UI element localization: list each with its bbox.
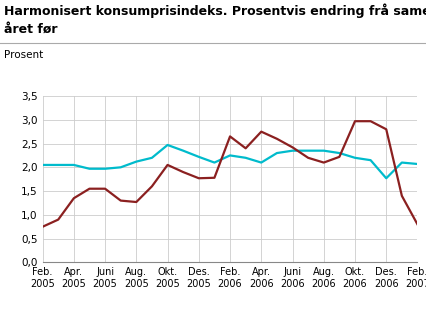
EØS [165, 143, 170, 147]
Noreg [243, 146, 248, 150]
Noreg [118, 199, 123, 203]
Line: Noreg: Noreg [43, 121, 417, 227]
EØS [259, 161, 264, 164]
Noreg [40, 225, 45, 229]
EØS [150, 156, 155, 160]
Noreg [196, 176, 201, 180]
Noreg [399, 194, 404, 198]
EØS [321, 149, 326, 153]
EØS [352, 156, 357, 160]
Text: Harmonisert konsumprisindeks. Prosentvis endring frå same månad: Harmonisert konsumprisindeks. Prosentvis… [4, 3, 426, 18]
Noreg [103, 187, 108, 191]
Noreg [165, 163, 170, 167]
Text: Prosent: Prosent [4, 50, 43, 60]
EØS [290, 149, 295, 153]
Noreg [305, 156, 311, 160]
Noreg [56, 218, 61, 221]
Noreg [71, 196, 76, 200]
EØS [399, 161, 404, 164]
EØS [384, 176, 389, 180]
EØS [40, 163, 45, 167]
Noreg [134, 200, 139, 204]
EØS [71, 163, 76, 167]
EØS [227, 154, 233, 157]
EØS [56, 163, 61, 167]
Noreg [212, 176, 217, 180]
EØS [87, 167, 92, 171]
EØS [305, 149, 311, 153]
EØS [368, 158, 373, 162]
Noreg [87, 187, 92, 191]
Noreg [227, 134, 233, 138]
EØS [103, 167, 108, 171]
EØS [274, 151, 279, 155]
Noreg [321, 161, 326, 164]
EØS [196, 155, 201, 159]
Noreg [259, 130, 264, 133]
Noreg [415, 222, 420, 226]
EØS [181, 149, 186, 153]
Noreg [337, 155, 342, 159]
EØS [118, 165, 123, 169]
Legend: EØS, Noreg: EØS, Noreg [153, 318, 307, 320]
Text: året før: året før [4, 22, 58, 36]
Noreg [274, 137, 279, 141]
EØS [415, 162, 420, 166]
Noreg [150, 184, 155, 188]
EØS [134, 160, 139, 164]
EØS [243, 156, 248, 160]
Noreg [368, 119, 373, 123]
Noreg [181, 170, 186, 174]
Noreg [352, 119, 357, 123]
EØS [212, 161, 217, 164]
Line: EØS: EØS [43, 145, 417, 178]
EØS [337, 151, 342, 155]
Noreg [384, 127, 389, 131]
Noreg [290, 145, 295, 149]
